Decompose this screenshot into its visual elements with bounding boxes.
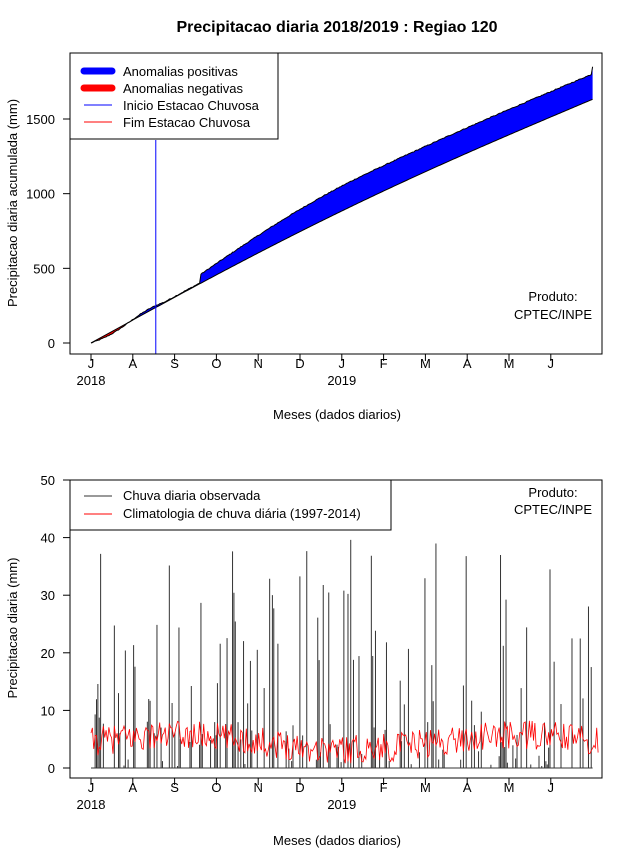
bottom-y-tick-label: 50 bbox=[41, 473, 55, 488]
chart-title: Precipitacao diaria 2018/2019 : Regiao 1… bbox=[176, 19, 497, 36]
top-year-label-2019: 2019 bbox=[327, 373, 356, 388]
top-month-label: O bbox=[211, 356, 221, 371]
bottom-month-label: M bbox=[504, 780, 515, 795]
top-month-label: F bbox=[380, 356, 388, 371]
top-product-label: Produto: bbox=[528, 289, 577, 304]
bottom-y-tick-label: 20 bbox=[41, 646, 55, 661]
top-x-axis: J A S O N D J F M A M J 2018 2019 bbox=[77, 354, 555, 388]
top-month-label: N bbox=[254, 356, 263, 371]
bottom-month-label: J bbox=[88, 780, 95, 795]
bottom-year-label-2019: 2019 bbox=[327, 797, 356, 812]
climatology-line bbox=[90, 720, 599, 764]
bottom-y-tick-label: 40 bbox=[41, 531, 55, 546]
bottom-legend: Chuva diaria observada Climatologia de c… bbox=[69, 479, 392, 531]
top-y-axis: 0 500 1000 1500 bbox=[26, 112, 70, 351]
top-month-label: J bbox=[88, 356, 95, 371]
legend-observed-rain: Chuva diaria observada bbox=[123, 488, 261, 503]
bottom-x-axis-label: Meses (dados diarios) bbox=[273, 833, 401, 848]
bottom-product-source: CPTEC/INPE bbox=[514, 502, 592, 517]
bottom-month-label: J bbox=[548, 780, 555, 795]
top-y-tick-label: 1000 bbox=[26, 187, 55, 202]
bottom-month-label: D bbox=[295, 780, 304, 795]
top-plot-frame bbox=[69, 52, 603, 355]
legend-climatology: Climatologia de chuva diária (1997-2014) bbox=[123, 506, 361, 521]
top-y-tick-label: 0 bbox=[48, 336, 55, 351]
top-month-label: J bbox=[339, 356, 346, 371]
bottom-month-label: J bbox=[339, 780, 346, 795]
top-month-label: J bbox=[548, 356, 555, 371]
bottom-y-axis: 0 10 20 30 40 50 bbox=[41, 473, 70, 776]
top-y-tick-label: 500 bbox=[33, 261, 55, 276]
climatology-accumulation-line bbox=[90, 98, 593, 344]
bottom-plot-data bbox=[90, 539, 599, 769]
positive-anomaly-area bbox=[91, 66, 593, 343]
bottom-x-axis: J A S O N D J F M A M J 2018 2019 bbox=[77, 778, 555, 812]
bottom-y-tick-label: 0 bbox=[48, 761, 55, 776]
bottom-y-axis-label: Precipitacao diaria (mm) bbox=[5, 558, 20, 699]
top-month-label: M bbox=[504, 356, 515, 371]
top-y-axis-label: Precipitacao diaria acumulada (mm) bbox=[5, 99, 20, 307]
top-plot-data bbox=[90, 66, 594, 354]
bottom-month-label: A bbox=[463, 780, 472, 795]
legend-negative-anomalies: Anomalias negativas bbox=[123, 81, 243, 96]
top-month-label: S bbox=[170, 356, 179, 371]
top-product-source: CPTEC/INPE bbox=[514, 307, 592, 322]
bottom-month-label: S bbox=[170, 780, 179, 795]
top-x-axis-label: Meses (dados diarios) bbox=[273, 407, 401, 422]
bottom-y-tick-label: 10 bbox=[41, 703, 55, 718]
top-y-tick-label: 1500 bbox=[26, 112, 55, 127]
legend-season-start: Inicio Estacao Chuvosa bbox=[123, 98, 260, 113]
bottom-month-label: O bbox=[211, 780, 221, 795]
bottom-legend-box bbox=[69, 479, 392, 531]
top-legend: Anomalias positivas Anomalias negativas … bbox=[69, 52, 279, 140]
bottom-month-label: F bbox=[380, 780, 388, 795]
legend-season-end: Fim Estacao Chuvosa bbox=[123, 115, 251, 130]
top-year-label-2018: 2018 bbox=[77, 373, 106, 388]
top-month-label: A bbox=[128, 356, 137, 371]
bottom-month-label: A bbox=[128, 780, 137, 795]
bottom-month-label: N bbox=[254, 780, 263, 795]
legend-positive-anomalies: Anomalias positivas bbox=[123, 64, 238, 79]
top-month-label: M bbox=[420, 356, 431, 371]
top-month-label: A bbox=[463, 356, 472, 371]
top-legend-box bbox=[69, 52, 279, 140]
bottom-product-label: Produto: bbox=[528, 485, 577, 500]
bottom-y-tick-label: 30 bbox=[41, 588, 55, 603]
bottom-month-label: M bbox=[420, 780, 431, 795]
bottom-year-label-2018: 2018 bbox=[77, 797, 106, 812]
top-month-label: D bbox=[295, 356, 304, 371]
